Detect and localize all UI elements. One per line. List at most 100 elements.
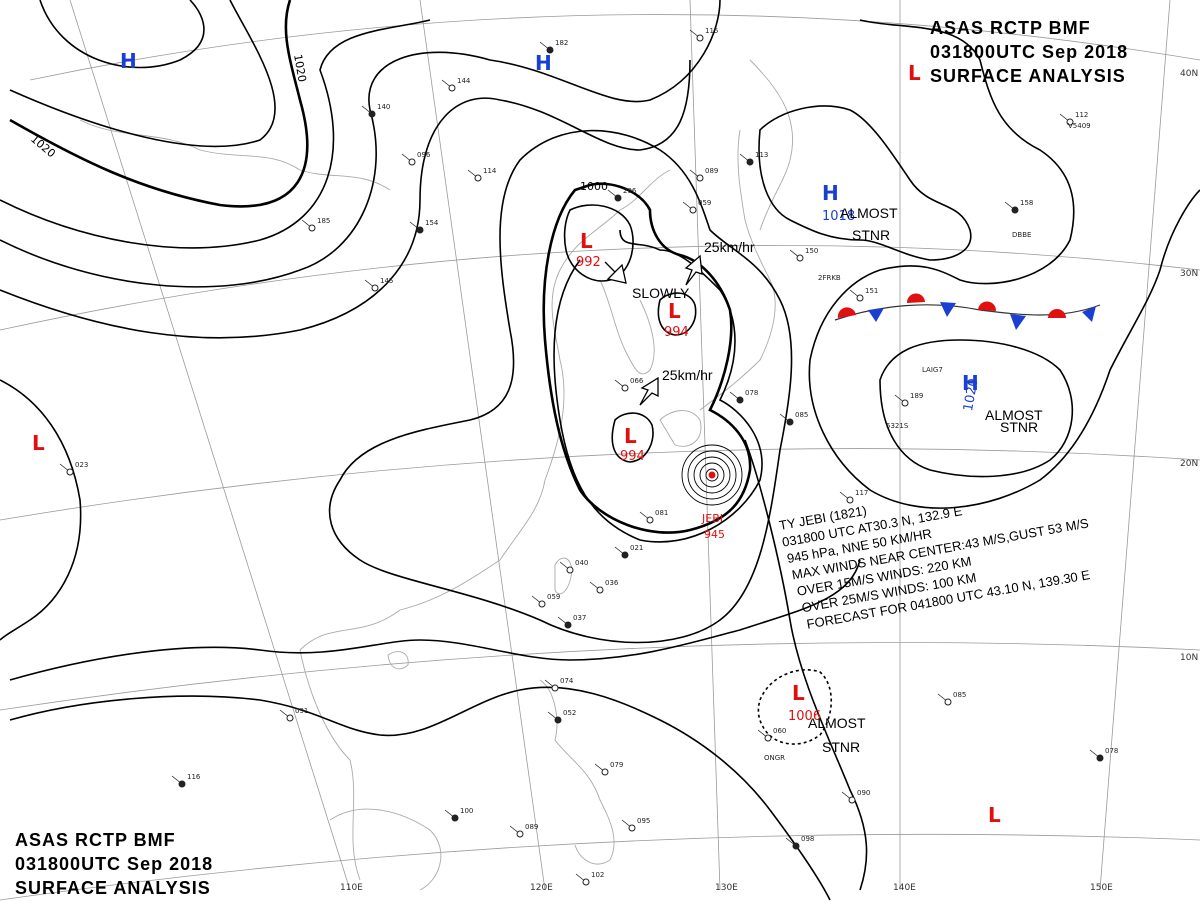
front-warm-symbol bbox=[837, 307, 856, 318]
station-circle bbox=[689, 206, 697, 214]
station-circle bbox=[792, 842, 800, 850]
station-pressure: 145 bbox=[380, 277, 393, 285]
lon-line-120e bbox=[419, 0, 546, 891]
isobar-label: 1000 bbox=[580, 180, 608, 193]
station-plot: 114 bbox=[467, 167, 497, 182]
station-pressure: 150 bbox=[805, 247, 818, 255]
station-pressure: 074 bbox=[560, 677, 574, 685]
front-cold-symbol bbox=[940, 302, 956, 317]
station-circle bbox=[1096, 754, 1104, 762]
station-pressure: 098 bbox=[801, 835, 814, 843]
station-pressure: 151 bbox=[865, 287, 878, 295]
coast-japan-kyushu bbox=[659, 410, 702, 447]
station-pressure: 078 bbox=[1105, 747, 1118, 755]
isobar-1020-north bbox=[9, 0, 309, 208]
station-pressure: 144 bbox=[457, 77, 471, 85]
lat-line-10n bbox=[0, 642, 1200, 711]
typhoon-name: JEBI bbox=[701, 512, 723, 525]
station-circle bbox=[516, 830, 524, 838]
station-circle bbox=[551, 684, 559, 692]
station-plot: 154 bbox=[409, 219, 439, 234]
isobar bbox=[657, 292, 697, 336]
stnr-label: STNR bbox=[822, 739, 860, 755]
title-line: SURFACE ANALYSIS bbox=[15, 878, 211, 898]
isobar bbox=[611, 412, 654, 463]
pressure-value: 994 bbox=[620, 449, 645, 464]
station-plot: 151 bbox=[849, 287, 878, 302]
station-circle bbox=[901, 399, 909, 407]
annotations: ALMOST STNR ALMOST STNR ALMOST STNR SLOW… bbox=[632, 205, 1043, 755]
station-plot: 182 bbox=[539, 39, 568, 54]
station-pressure: 189 bbox=[910, 392, 923, 400]
lon-line-110e bbox=[69, 0, 351, 891]
station-circle bbox=[621, 384, 629, 392]
station-circle bbox=[308, 224, 316, 232]
station-plot: 091 bbox=[279, 707, 308, 722]
title-line: 031800UTC Sep 2018 bbox=[15, 854, 213, 874]
isobar bbox=[0, 19, 431, 249]
station-pressure: 021 bbox=[630, 544, 643, 552]
lon-label: 110E bbox=[340, 883, 363, 893]
low-pressure-letter: L bbox=[624, 424, 637, 448]
station-pressure: 040 bbox=[575, 559, 588, 567]
station-circle bbox=[621, 551, 629, 559]
station-plot: 085 bbox=[779, 411, 808, 426]
pressure-value: 994 bbox=[664, 325, 689, 340]
isobar bbox=[553, 229, 763, 543]
pressure-value: 1006 bbox=[788, 709, 821, 724]
lon-line-150e bbox=[1099, 0, 1171, 891]
station-pressure: 113 bbox=[755, 151, 768, 159]
movement-arrow bbox=[604, 261, 627, 284]
station-circle bbox=[564, 621, 572, 629]
station-circle bbox=[596, 586, 604, 594]
station-pressure: 085 bbox=[795, 411, 808, 419]
lat-label: 30N bbox=[1180, 269, 1198, 279]
station-plot: 117 bbox=[839, 489, 868, 504]
lat-line-20n bbox=[0, 448, 1200, 521]
station-plot: 090 bbox=[841, 789, 870, 804]
low-pressure-letter: L bbox=[792, 681, 805, 705]
station-plot: 040 bbox=[559, 559, 588, 574]
station-id: LAIG7 bbox=[922, 366, 943, 374]
title-line: SURFACE ANALYSIS bbox=[930, 66, 1126, 86]
lat-line-40n bbox=[29, 14, 1200, 81]
isobar bbox=[39, 0, 205, 69]
typhoon-ring bbox=[681, 444, 743, 506]
isobar bbox=[9, 559, 861, 681]
station-circle bbox=[416, 226, 424, 234]
station-plot: 116 bbox=[171, 773, 201, 788]
station-pressure: 095 bbox=[637, 817, 650, 825]
station-circle bbox=[368, 110, 376, 118]
station-circle bbox=[1066, 118, 1074, 126]
pressure-value: 1018 bbox=[822, 209, 855, 224]
front-cold-symbol bbox=[1082, 306, 1096, 322]
station-pressure: 052 bbox=[563, 709, 576, 717]
station-pressure: 066 bbox=[630, 377, 644, 385]
station-plot: 023 bbox=[59, 461, 88, 476]
grid-labels: 40N 30N 20N 10N 110E 120E 130E 140E 150E bbox=[340, 69, 1198, 893]
front-cold-symbol bbox=[868, 308, 884, 322]
isobar-dashed bbox=[757, 669, 832, 745]
station-plot: 021 bbox=[614, 544, 643, 559]
station-plot: 079 bbox=[594, 761, 623, 776]
station-pressure: 116 bbox=[187, 773, 201, 781]
station-circle bbox=[944, 698, 952, 706]
front-warm-symbol bbox=[906, 293, 925, 303]
lon-label: 140E bbox=[893, 883, 916, 893]
station-plot: 115 bbox=[689, 27, 718, 42]
station-pressure: 078 bbox=[745, 389, 758, 397]
station-plot: 052 bbox=[547, 709, 576, 724]
station-pressure: 079 bbox=[610, 761, 623, 769]
isobar bbox=[744, 439, 868, 891]
station-plot: 158 bbox=[1004, 199, 1033, 214]
isobar bbox=[758, 105, 972, 261]
station-plot: 074 bbox=[544, 677, 574, 692]
coast-hainan bbox=[387, 651, 409, 670]
lon-label: 130E bbox=[715, 883, 738, 893]
lat-label: 10N bbox=[1180, 653, 1198, 663]
speed-label: 25km/hr bbox=[662, 367, 713, 383]
station-circle bbox=[786, 418, 794, 426]
station-circle bbox=[474, 174, 482, 182]
coast-china bbox=[299, 169, 671, 651]
station-plot: 150 bbox=[789, 247, 818, 262]
